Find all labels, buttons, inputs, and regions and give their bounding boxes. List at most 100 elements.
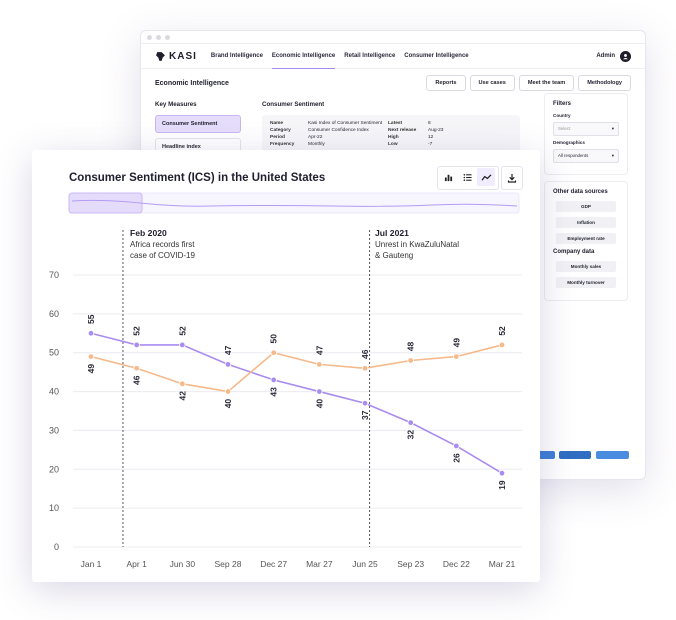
detail-key: Low [388, 142, 398, 147]
data-point [361, 365, 369, 372]
data-label: 46 [132, 375, 142, 385]
nav-retail-intelligence[interactable]: Retail Intelligence [344, 53, 396, 59]
other-sources-heading: Other data sources [553, 189, 608, 195]
detail-value: 12 [428, 135, 434, 140]
africa-logo-icon [156, 51, 165, 61]
data-point [179, 380, 186, 387]
data-point [453, 353, 460, 360]
download-icon [507, 174, 517, 183]
y-tick-label: 70 [49, 270, 59, 280]
methodology-button[interactable]: Methodology [578, 75, 631, 91]
chart-card: Consumer Sentiment (ICS) in the United S… [32, 150, 540, 582]
list-view-button[interactable] [458, 168, 476, 186]
source-employment-rate[interactable]: Employment rate [556, 233, 616, 244]
nav-brand-intelligence[interactable]: Brand Intelligence [210, 53, 263, 59]
series-line [90, 332, 503, 474]
line-chart: 0 10 20 30 40 50 60 70 Jan 1 Apr 1 Jun 30 Sep 28 Dec… [49, 192, 522, 569]
detail-value: Kasi Index of Consumer Sentiment [308, 121, 383, 126]
demographics-select[interactable]: All respondents ▾ [553, 149, 619, 163]
detail-value: 8 [428, 121, 431, 126]
key-measures-heading: Key Measures [155, 101, 197, 108]
use-cases-button[interactable]: Use cases [469, 75, 515, 91]
data-label: 40 [223, 399, 233, 409]
window-titlebar [141, 31, 645, 44]
annotation-text: case of COVID-19 [130, 251, 195, 260]
bar-chart-button[interactable] [439, 168, 457, 186]
meet-the-team-button[interactable]: Meet the team [518, 75, 575, 91]
detail-key: Frequency [270, 142, 295, 147]
logo-text: KASI [169, 50, 197, 62]
user-name[interactable]: Admin [596, 53, 615, 59]
top-nav: KASI Brand Intelligence Economic Intelli… [141, 44, 645, 69]
annotation-feb-2020: Feb 2020 Africa records first case of CO… [130, 228, 195, 261]
x-tick-label: Jun 25 [352, 559, 378, 569]
data-point [224, 388, 232, 395]
detail-key: Category [270, 128, 291, 133]
data-point [270, 349, 277, 356]
line-chart-button[interactable] [477, 168, 495, 186]
blue-bar[interactable] [559, 451, 591, 459]
source-gdp[interactable]: GDP [556, 201, 616, 212]
data-point [498, 341, 506, 349]
x-tick-label: Jun 30 [170, 559, 196, 569]
consumer-sentiment-panel: Consumer Sentiment Name Kasi Index of Co… [262, 101, 520, 153]
annotation-text: & Gauteng [375, 251, 414, 260]
x-tick-label: Sep 23 [397, 559, 424, 569]
nav-economic-intelligence[interactable]: Economic Intelligence [271, 44, 336, 69]
range-selector-sparkline [71, 199, 518, 207]
y-tick-label: 20 [49, 464, 59, 474]
download-button[interactable] [501, 166, 523, 190]
data-label: 48 [406, 341, 416, 351]
y-tick-label: 10 [49, 503, 59, 513]
data-label: 52 [177, 326, 187, 336]
key-measure-consumer-sentiment[interactable]: Consumer Sentiment [155, 115, 241, 133]
country-label: Country [553, 113, 571, 118]
company-monthly-sales[interactable]: Monthly sales [556, 261, 616, 272]
blue-bar[interactable] [596, 451, 629, 459]
reports-button[interactable]: Reports [426, 75, 466, 91]
list-icon [463, 173, 472, 181]
x-tick-label: Dec 27 [260, 559, 287, 569]
company-data-heading: Company data [553, 249, 595, 255]
y-tick-label: 30 [49, 425, 59, 435]
nav-consumer-intelligence[interactable]: Consumer Intelligence [404, 53, 469, 59]
data-point [316, 388, 323, 395]
company-monthly-turnover[interactable]: Monthly turnover [556, 277, 616, 288]
detail-key: Latest [388, 121, 403, 126]
source-inflation[interactable]: Inflation [556, 217, 616, 228]
other-sources-panel: Other data sources GDP Inflation Employm… [544, 181, 628, 301]
logo[interactable]: KASI [155, 51, 197, 62]
y-tick-label: 50 [49, 348, 59, 358]
data-label: 52 [497, 326, 507, 336]
x-tick-label: Mar 27 [306, 559, 333, 569]
range-selector-window [68, 192, 143, 214]
data-point [133, 341, 140, 349]
annotation-jul-2021: Jul 2021 Unrest in KwaZuluNatal & Gauten… [375, 228, 459, 261]
country-select[interactable]: Select ▾ [553, 122, 619, 136]
country-select-value: Select [558, 126, 571, 131]
y-tick-label: 40 [49, 387, 59, 397]
demographics-label: Demographics [553, 140, 585, 145]
detail-key: High [388, 135, 399, 140]
detail-value: Consumer Confidence Index [308, 128, 369, 133]
page-header: Economic Intelligence Reports Use cases … [141, 69, 645, 97]
data-label: 19 [497, 480, 507, 490]
avatar[interactable] [620, 50, 631, 62]
data-label: 26 [451, 453, 461, 463]
data-point [453, 442, 460, 450]
user-icon [623, 53, 628, 59]
blue-bar[interactable] [535, 451, 555, 459]
window-dot [165, 34, 170, 40]
data-label: 42 [177, 391, 187, 401]
data-label: 49 [86, 364, 96, 374]
data-point [498, 469, 506, 477]
data-label: 55 [86, 314, 96, 324]
data-point [179, 341, 186, 349]
y-tick-label: 0 [54, 542, 59, 552]
data-label: 32 [406, 430, 416, 440]
chevron-down-icon: ▾ [611, 153, 614, 158]
detail-key: Period [270, 135, 285, 140]
chart-type-toggle [437, 166, 499, 190]
consumer-sentiment-heading: Consumer Sentiment [262, 101, 325, 108]
window-dot [147, 34, 152, 40]
